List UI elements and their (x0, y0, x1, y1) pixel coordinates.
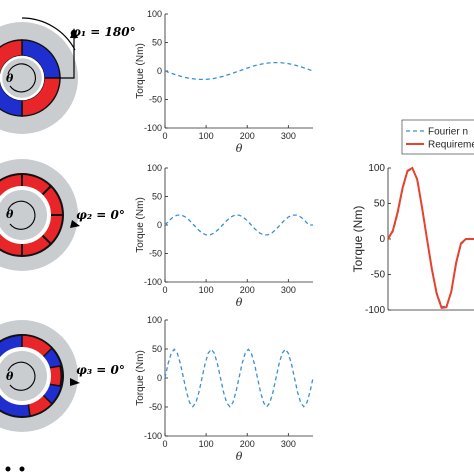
y-axis-label: Torque (Nm) (351, 206, 365, 273)
y-tick-label: -50 (371, 270, 386, 281)
y-axis-label: Torque (Nm) (135, 197, 146, 253)
torque-chart-3: -100 -50 0 50 100 0 100 200 300 θ Torque (Nm) (135, 315, 314, 463)
y-tick-label: 100 (147, 163, 162, 173)
x-tick-label: 0 (162, 439, 167, 449)
rotor-core (0, 347, 51, 405)
phase-indicator (60, 36, 75, 79)
y-tick-label: 0 (157, 220, 162, 230)
rotation-arc (21, 17, 76, 51)
y-tick-label: -100 (365, 305, 385, 316)
rotor-rotation-arrow (7, 200, 36, 230)
rotor-theta-label: θ (6, 208, 14, 221)
y-tick-label: 0 (379, 234, 385, 245)
arrow-icon (70, 378, 80, 386)
magnet-divider (40, 233, 52, 245)
series-line (164, 348, 314, 408)
rotor-rotation-arrow (7, 63, 36, 93)
x-tick-label: 0 (162, 285, 167, 295)
y-tick-label: 100 (368, 163, 385, 174)
y-tick-label: -50 (149, 95, 162, 105)
phi-label-1: φ₁ = 180° (70, 25, 136, 39)
x-tick-label: 200 (240, 285, 255, 295)
rotor-diagram-1: θ φ₁ = 180° (0, 17, 136, 134)
y-tick-label: -100 (144, 431, 162, 441)
y-axis-label: Torque (Nm) (135, 43, 146, 99)
y-tick-label: -100 (144, 123, 162, 133)
x-tick-label: 100 (199, 131, 214, 141)
x-axis-label: θ (236, 142, 243, 155)
legend-entry: Fourier n (428, 127, 468, 138)
y-tick-label: 100 (147, 315, 162, 325)
x-axis-label: θ (236, 296, 243, 309)
rotor-diagram-2: θ φ₂ = 0° (0, 159, 125, 271)
y-tick-label: 50 (152, 38, 162, 48)
x-tick-label: 100 (199, 285, 214, 295)
rotor-diagram-3: θ φ₃ = 0° (0, 320, 125, 472)
x-tick-label: 100 (199, 439, 214, 449)
torque-chart-2: -100 -50 0 50 100 0 100 200 300 θ Torque (Nm) (135, 163, 313, 309)
torque-chart-1: -100 -50 0 50 100 0 100 200 300 θ Torque (Nm) (135, 9, 314, 155)
x-tick-label: 200 (240, 439, 255, 449)
y-tick-label: -50 (149, 402, 162, 412)
y-axis-label: Torque (Nm) (135, 350, 146, 406)
y-tick-label: 0 (157, 373, 162, 383)
y-tick-label: 50 (374, 199, 386, 210)
x-tick-label: 300 (281, 285, 296, 295)
y-tick-label: 0 (157, 66, 162, 76)
phi-label-2: φ₂ = 0° (76, 208, 125, 222)
y-tick-label: -100 (144, 277, 162, 287)
arrow-up-icon (70, 28, 78, 38)
phi-label-3: φ₃ = 0° (76, 363, 125, 377)
rotor-rotation-arrow (7, 361, 36, 391)
rotor-theta-label: θ (6, 370, 14, 383)
y-tick-label: 50 (152, 344, 162, 354)
legend-entry: Requiremen (428, 140, 474, 151)
series-line (164, 61, 314, 81)
series-line (387, 166, 474, 310)
y-tick-label: -50 (149, 249, 162, 259)
rotor-core (0, 186, 51, 244)
series-line (387, 167, 474, 308)
series-line (164, 214, 313, 236)
arrow-icon (70, 220, 80, 228)
x-tick-label: 300 (281, 439, 296, 449)
torque-chart-combined: -100 -50 0 50 100 Torque (Nm) Fourier n Require… (351, 119, 474, 316)
y-tick-label: 50 (152, 192, 162, 202)
x-tick-label: 300 (281, 131, 296, 141)
legend-box (401, 119, 474, 155)
x-tick-label: 0 (162, 131, 167, 141)
ellipsis-dot (5, 466, 11, 472)
magnet-divider (40, 185, 52, 197)
ellipsis-dot (19, 466, 25, 472)
x-axis-label: θ (236, 450, 243, 463)
x-tick-label: 200 (240, 131, 255, 141)
rotor-theta-label: θ (6, 72, 14, 85)
y-tick-label: 100 (147, 9, 162, 19)
